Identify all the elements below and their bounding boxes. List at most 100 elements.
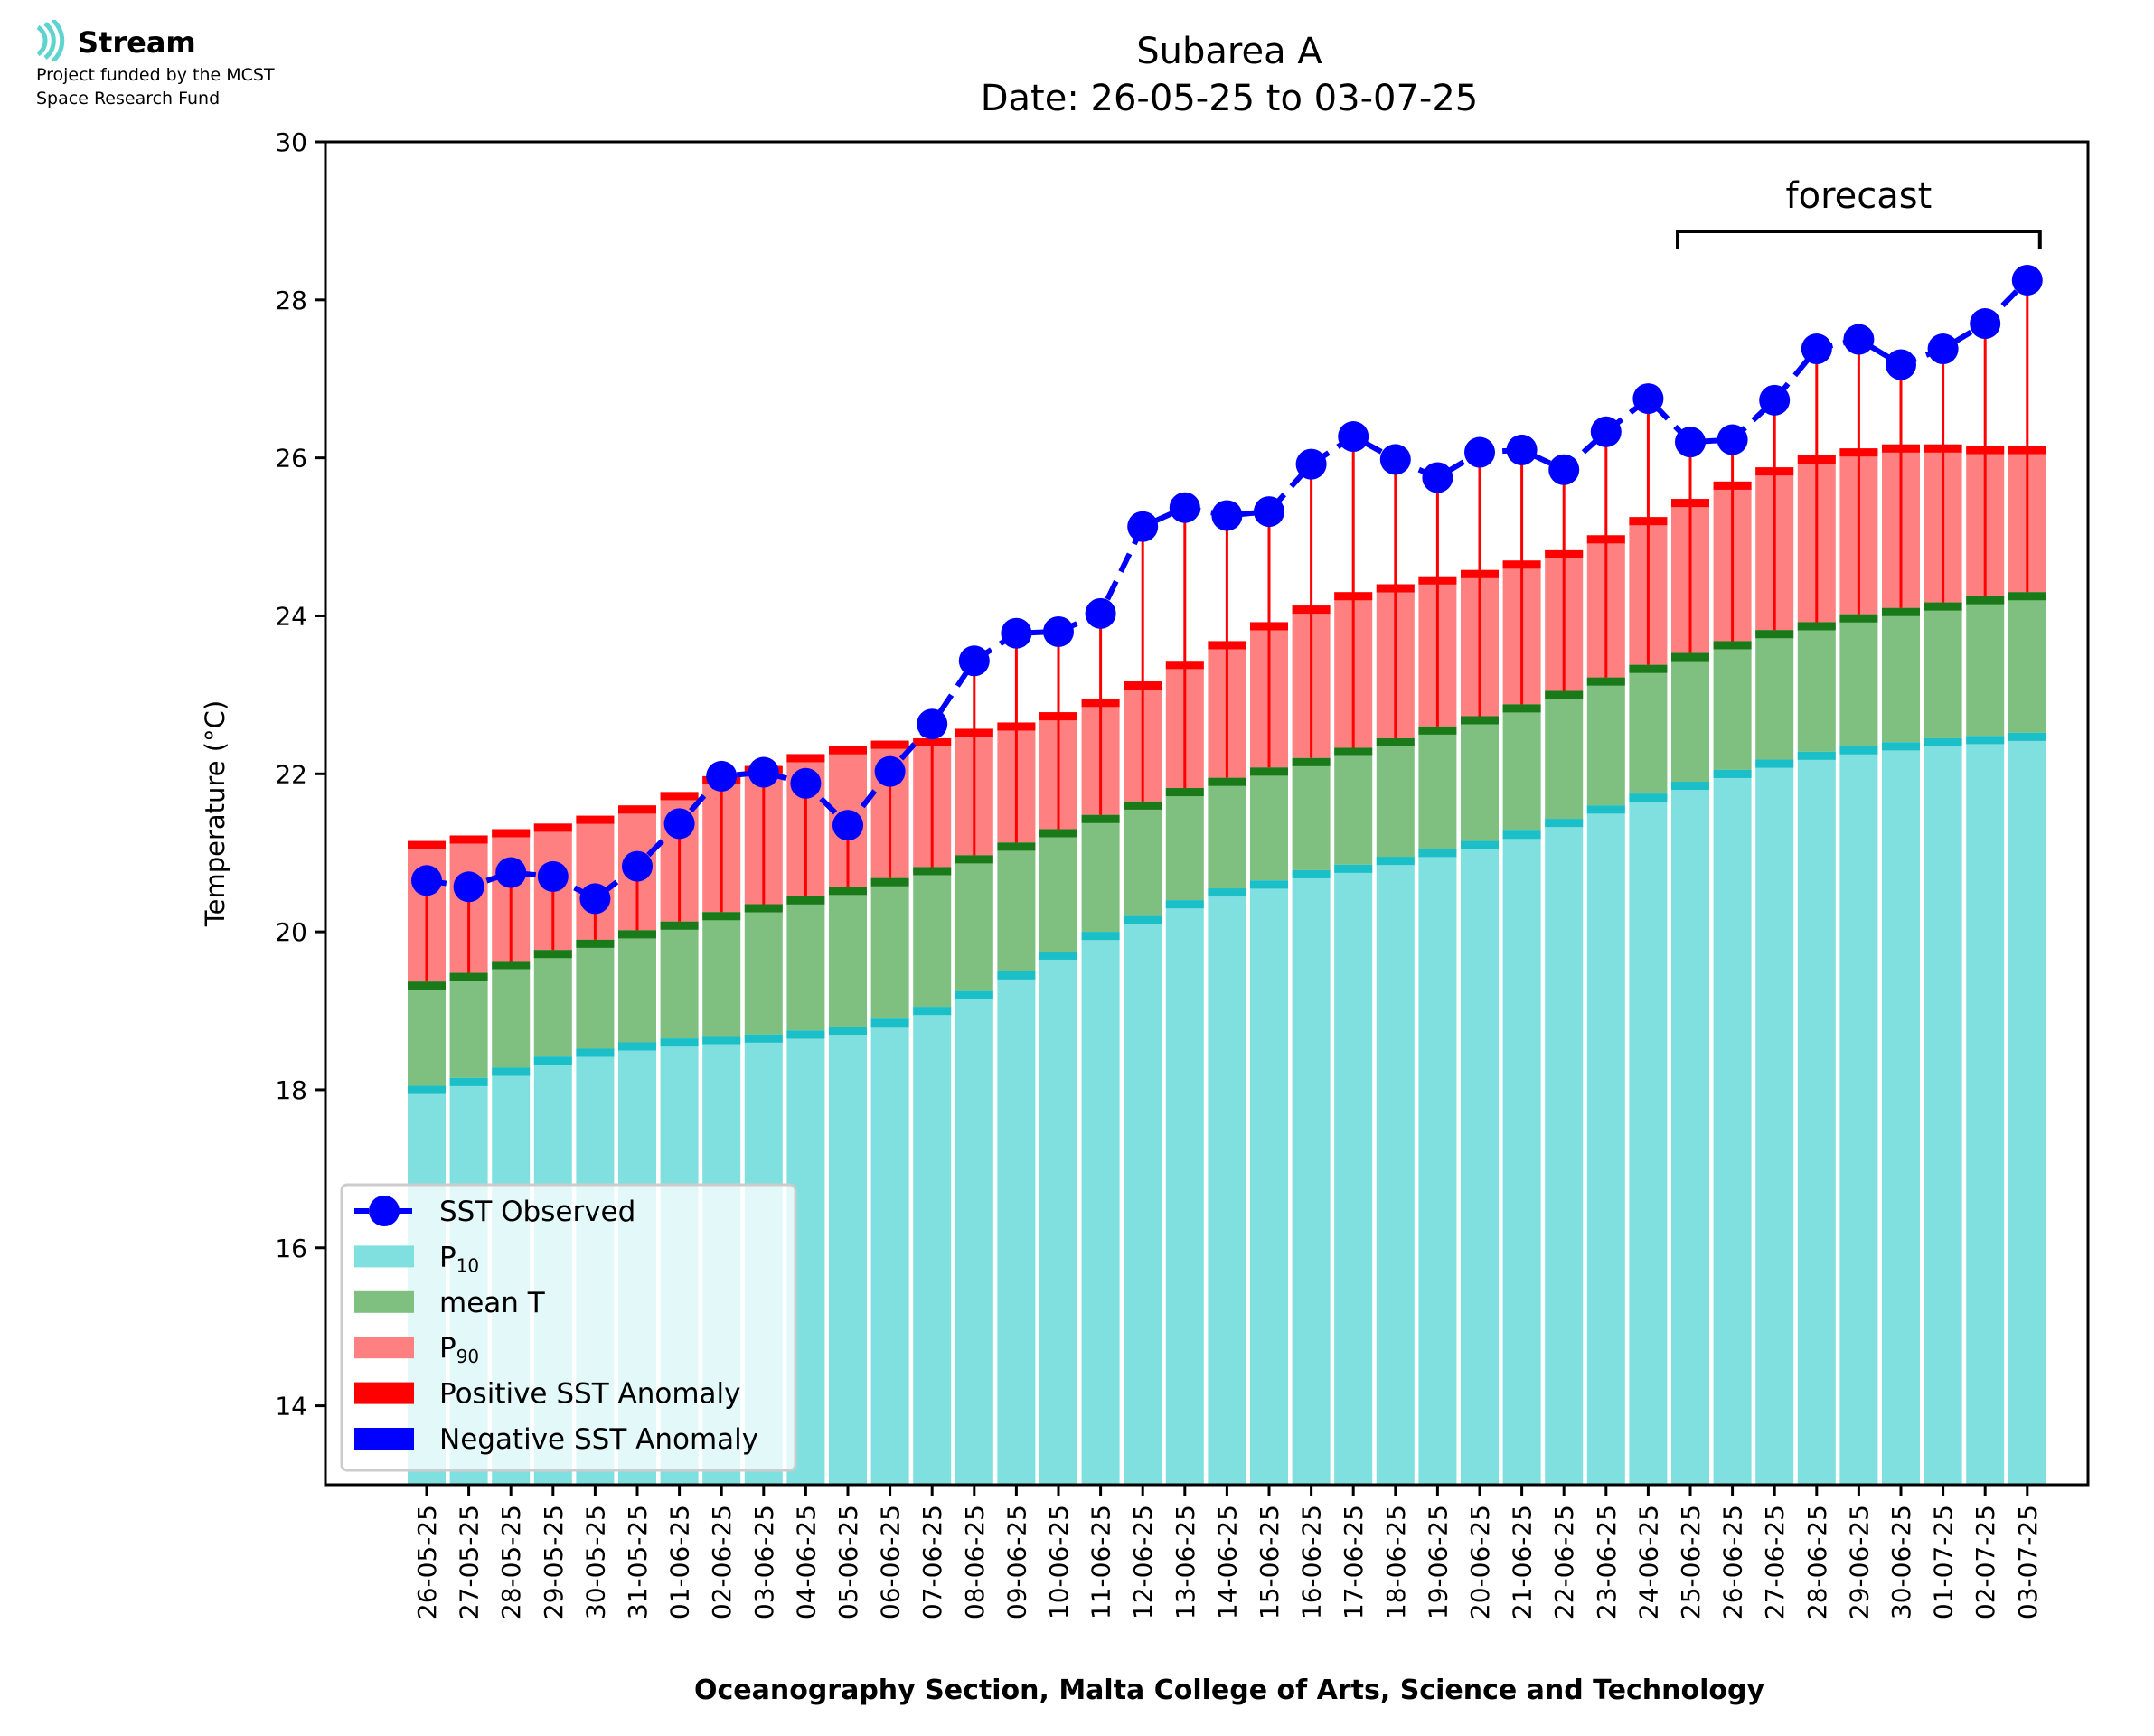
bar-mean-t-cap [1797,622,1836,631]
legend-label: Positive SST Anomaly [439,1378,740,1411]
bar-mean-t-cap [618,930,656,939]
bar-p10-cap [618,1042,656,1051]
bar-mean-t [870,877,909,1019]
bar-p90-cap [408,840,446,849]
bar-mean-t-cap [1461,716,1499,725]
sst-observed-point [1464,436,1495,468]
bar-p10 [1461,840,1499,1485]
bar-mean-t [1376,737,1415,858]
chart-subtitle: Date: 26-05-25 to 03-07-25 [981,78,1479,119]
bar-p10-cap [997,971,1036,980]
bar-p10 [1629,793,1668,1485]
bar-p10-cap [408,1085,446,1094]
legend-patch [354,1337,414,1359]
bar-mean-t [618,930,656,1043]
x-tick-label: 17-06-25 [1339,1505,1369,1619]
bar-mean-t-cap [1250,767,1288,776]
sst-observed-point [1590,416,1622,447]
bar-mean-t-cap [829,887,867,896]
bar-p10-cap [1334,864,1373,873]
bar-p10-cap [2008,732,2046,741]
bar-p90-cap [492,829,531,838]
legend-patch [354,1382,414,1404]
bar-mean-t-cap [786,896,825,905]
bar-p10 [1334,864,1373,1485]
bar-mean-t-cap [1376,737,1415,746]
legend-label-subscript: 10 [456,1254,479,1276]
bar-mean-t-cap [1882,607,1920,616]
x-axis-label: Oceanography Section, Malta College of A… [694,1675,1765,1706]
bar-p10-cap [955,990,993,999]
sst-observed-point [1632,383,1664,415]
sst-observed-point [411,865,442,896]
bar-mean-t-cap [1165,788,1204,797]
x-tick-label: 01-06-25 [665,1505,695,1619]
y-tick-label: 14 [275,1392,307,1422]
x-tick-label: 26-06-25 [1718,1505,1748,1619]
x-tick-label: 01-07-25 [1929,1505,1959,1619]
bar-p10-cap [576,1048,615,1057]
bar-p10 [1502,830,1541,1485]
bar-mean-t-cap [1334,747,1373,756]
bar-p10-cap [660,1038,699,1047]
sst-observed-point [663,808,695,840]
sst-observed-point [790,767,822,799]
sst-observed-point [1759,384,1791,416]
bar-mean-t [1755,630,1794,760]
x-tick-label: 24-06-25 [1633,1505,1663,1619]
legend-label: Negative SST Anomaly [439,1423,758,1456]
bar-p10-cap [1755,759,1794,768]
sst-observed-point [1886,349,1916,380]
bar-mean-t [1208,777,1246,889]
forecast-bracket-line [1676,230,2042,249]
bar-mean-t [1334,747,1373,865]
sst-observed-point [1801,333,1832,365]
bar-mean-t-cap [1966,596,2005,605]
sst-observed-point [1001,617,1032,649]
bar-mean-t-cap [870,877,909,887]
bar-mean-t [408,981,446,1086]
bar-mean-t [1797,622,1836,752]
bar-mean-t [1671,652,1709,783]
bar-p90-cap [660,792,699,801]
bar-p10 [1292,869,1331,1485]
bar-mean-t [1713,641,1752,770]
bar-p10-cap [1545,819,1584,828]
bar-p10 [1039,951,1077,1485]
bar-p10-cap [1839,746,1878,755]
x-tick-label: 12-06-25 [1128,1505,1158,1619]
bar-mean-t [1924,602,1962,738]
stream-logo: Stream Project funded by the MCST Space … [33,18,340,119]
x-tick-label: 18-06-25 [1381,1505,1411,1619]
sst-observed-point [958,645,990,677]
legend-patch [354,1428,414,1450]
legend-box [340,1183,797,1472]
bar-p10-cap [1713,769,1752,778]
x-tick-label: 31-05-25 [623,1505,653,1619]
x-tick-label: 21-06-25 [1508,1505,1538,1619]
bar-mean-t [1039,829,1077,952]
bar-p10-cap [1124,915,1162,924]
sst-observed-point [1338,421,1369,453]
bar-p10-cap [1039,951,1077,960]
x-axis: 26-05-25 27-05-25 28-05-25 29-05-25 30-05-25… [412,1485,2043,1619]
x-tick-label: 03-06-25 [749,1505,779,1619]
sst-observed-point [1422,462,1453,493]
x-tick-label: 27-05-25 [455,1505,484,1619]
x-tick-label: 05-06-25 [833,1505,863,1619]
bar-p10-cap [1966,736,2005,745]
x-tick-label: 09-06-25 [1002,1505,1031,1619]
y-tick-label: 28 [275,286,307,315]
x-tick-label: 14-06-25 [1212,1505,1242,1619]
sst-observed-point [1043,615,1074,647]
bar-p10 [1882,742,1920,1485]
bar-p10 [1250,880,1288,1485]
bar-p10-cap [829,1027,867,1036]
bar-p10 [2008,732,2046,1485]
bar-p10-cap [1081,932,1120,941]
stream-waves-icon [36,18,65,63]
bar-mean-t [1966,596,2005,737]
bar-mean-t [913,867,952,1008]
x-tick-label: 10-06-25 [1044,1505,1074,1619]
